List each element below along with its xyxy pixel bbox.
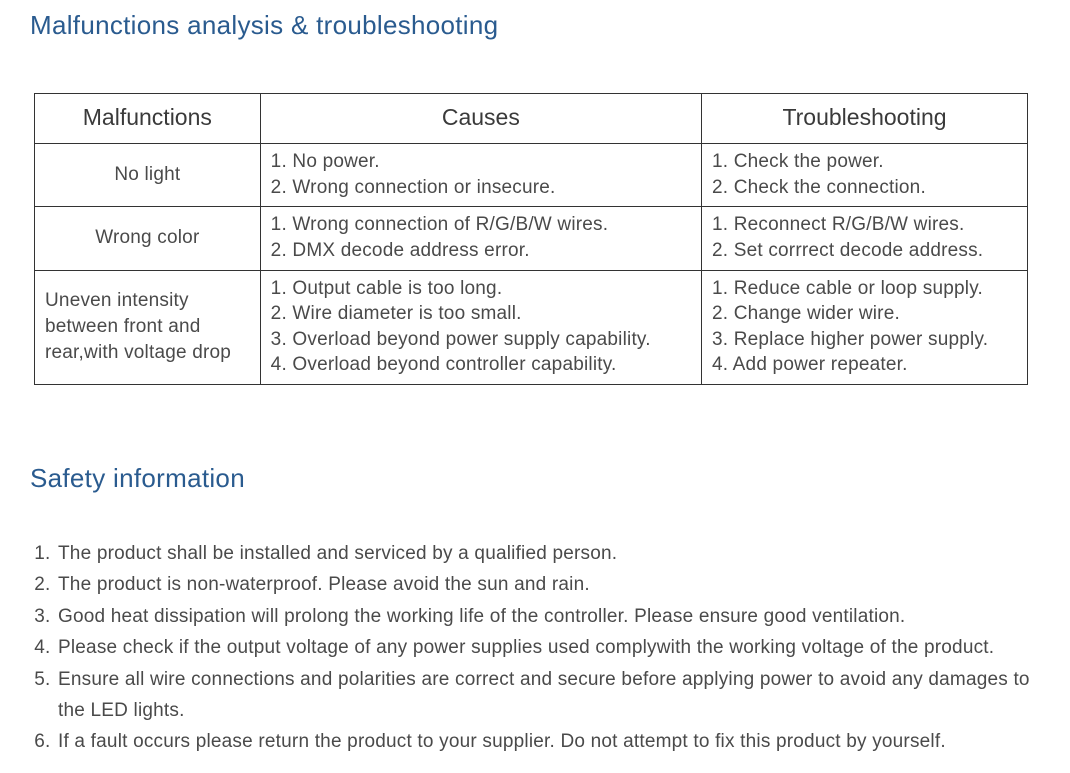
cell-causes: 1. Wrong connection of R/G/B/W wires.2. … xyxy=(260,207,701,270)
table-body: No light1. No power.2. Wrong connection … xyxy=(35,144,1028,385)
troubleshooting-table: Malfunctions Causes Troubleshooting No l… xyxy=(34,93,1028,385)
heading-malfunctions: Malfunctions analysis & troubleshooting xyxy=(30,10,1040,41)
page-container: { "colors": { "heading": "#2a5b8f", "bod… xyxy=(0,0,1070,758)
heading-safety: Safety information xyxy=(30,463,1040,494)
th-causes: Causes xyxy=(260,94,701,144)
cell-troubleshooting: 1. Reconnect R/G/B/W wires.2. Set corrre… xyxy=(702,207,1028,270)
cell-malfunction: Wrong color xyxy=(35,207,261,270)
cell-causes: 1. No power.2. Wrong connection or insec… xyxy=(260,144,701,207)
safety-item: The product is non-waterproof. Please av… xyxy=(56,569,1040,600)
cell-troubleshooting: 1. Reduce cable or loop supply.2. Change… xyxy=(702,270,1028,385)
cell-troubleshooting: 1. Check the power.2. Check the connecti… xyxy=(702,144,1028,207)
cell-malfunction: Uneven intensity between front and rear,… xyxy=(35,270,261,385)
safety-item: Good heat dissipation will prolong the w… xyxy=(56,601,1040,632)
cell-causes: 1. Output cable is too long.2. Wire diam… xyxy=(260,270,701,385)
table-row: Uneven intensity between front and rear,… xyxy=(35,270,1028,385)
table-row: Wrong color1. Wrong connection of R/G/B/… xyxy=(35,207,1028,270)
safety-item: If a fault occurs please return the prod… xyxy=(56,726,1040,757)
cell-malfunction: No light xyxy=(35,144,261,207)
th-malfunctions: Malfunctions xyxy=(35,94,261,144)
table-row: No light1. No power.2. Wrong connection … xyxy=(35,144,1028,207)
safety-item: The product shall be installed and servi… xyxy=(56,538,1040,569)
table-header-row: Malfunctions Causes Troubleshooting xyxy=(35,94,1028,144)
th-troubleshooting: Troubleshooting xyxy=(702,94,1028,144)
safety-list: The product shall be installed and servi… xyxy=(30,538,1040,757)
safety-item: Please check if the output voltage of an… xyxy=(56,632,1040,663)
safety-item: Ensure all wire connections and polariti… xyxy=(56,664,1040,727)
